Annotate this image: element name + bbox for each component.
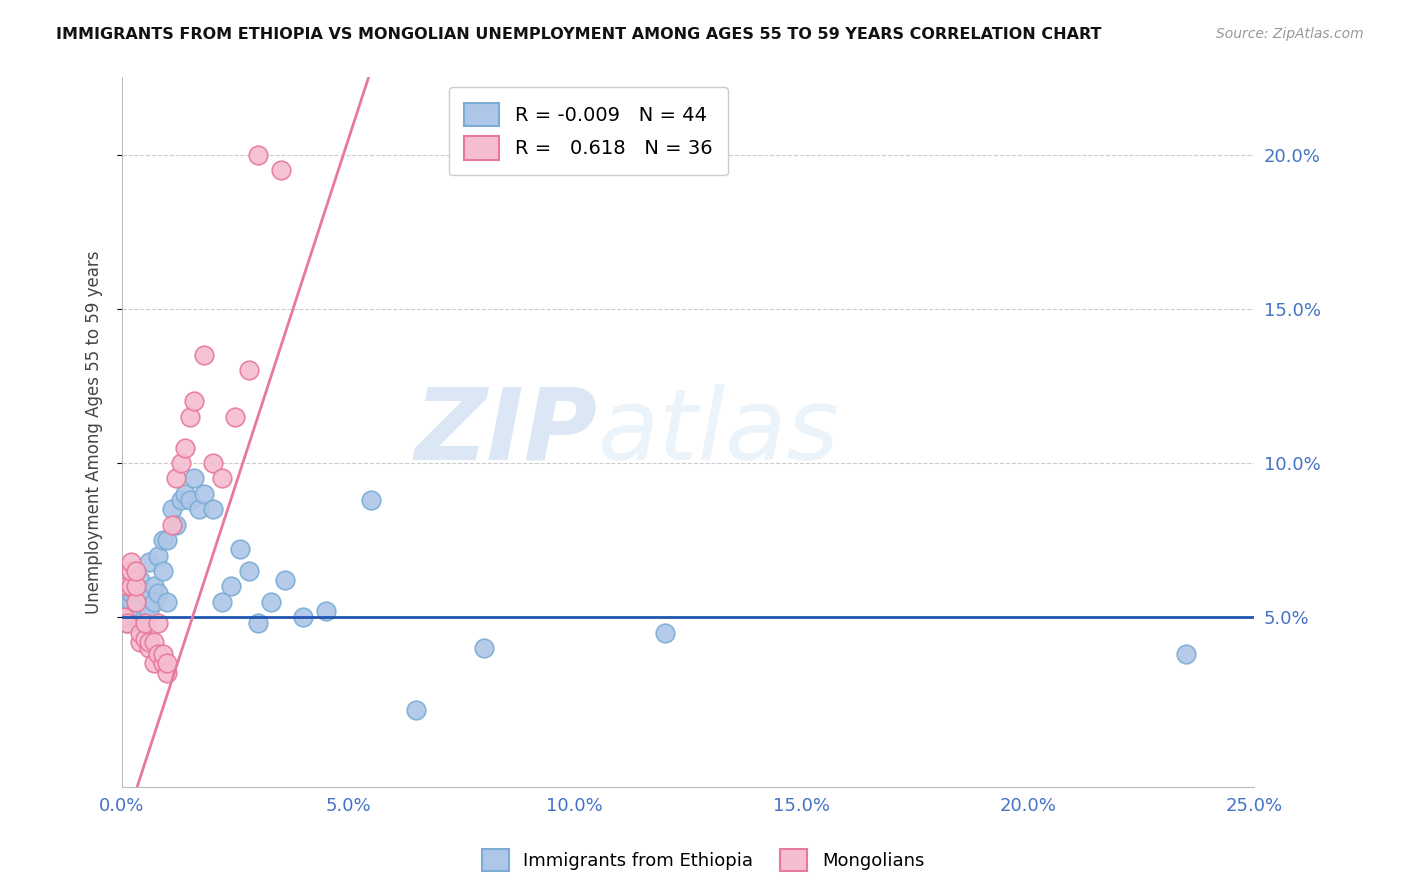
Point <box>142 579 165 593</box>
Point <box>193 348 215 362</box>
Text: ZIP: ZIP <box>415 384 598 481</box>
Point <box>274 573 297 587</box>
Point <box>148 585 170 599</box>
Point <box>201 456 224 470</box>
Point <box>156 665 179 680</box>
Point <box>246 147 269 161</box>
Text: atlas: atlas <box>598 384 839 481</box>
Point <box>156 657 179 671</box>
Point <box>360 493 382 508</box>
Point <box>134 616 156 631</box>
Point <box>112 610 135 624</box>
Point <box>179 493 201 508</box>
Point <box>211 595 233 609</box>
Point <box>142 657 165 671</box>
Point <box>124 601 146 615</box>
Point <box>134 585 156 599</box>
Point <box>115 579 138 593</box>
Point <box>219 579 242 593</box>
Point <box>134 632 156 646</box>
Point <box>179 409 201 424</box>
Point <box>124 610 146 624</box>
Point <box>183 394 205 409</box>
Point <box>120 585 142 599</box>
Point <box>152 647 174 661</box>
Point <box>120 564 142 578</box>
Point <box>238 363 260 377</box>
Point <box>315 604 337 618</box>
Point <box>115 616 138 631</box>
Point <box>148 647 170 661</box>
Point <box>270 163 292 178</box>
Point <box>405 703 427 717</box>
Text: IMMIGRANTS FROM ETHIOPIA VS MONGOLIAN UNEMPLOYMENT AMONG AGES 55 TO 59 YEARS COR: IMMIGRANTS FROM ETHIOPIA VS MONGOLIAN UN… <box>56 27 1102 42</box>
Point <box>183 471 205 485</box>
Point <box>138 555 160 569</box>
Point <box>138 635 160 649</box>
Point <box>129 625 152 640</box>
Point <box>138 604 160 618</box>
Point <box>174 441 197 455</box>
Point <box>115 604 138 618</box>
Point <box>229 542 252 557</box>
Point <box>201 502 224 516</box>
Point <box>129 573 152 587</box>
Point <box>211 471 233 485</box>
Text: Source: ZipAtlas.com: Source: ZipAtlas.com <box>1216 27 1364 41</box>
Point <box>142 635 165 649</box>
Point <box>152 564 174 578</box>
Point <box>148 549 170 563</box>
Point <box>156 533 179 547</box>
Point <box>120 579 142 593</box>
Point <box>148 616 170 631</box>
Point <box>193 487 215 501</box>
Point <box>654 625 676 640</box>
Point <box>115 616 138 631</box>
Point <box>1175 647 1198 661</box>
Point <box>124 595 146 609</box>
Point <box>138 641 160 656</box>
Point <box>160 517 183 532</box>
Point <box>124 564 146 578</box>
Legend: Immigrants from Ethiopia, Mongolians: Immigrants from Ethiopia, Mongolians <box>474 842 932 879</box>
Point <box>260 595 283 609</box>
Point <box>292 610 315 624</box>
Point <box>174 487 197 501</box>
Point <box>165 471 187 485</box>
Point <box>152 657 174 671</box>
Point <box>134 610 156 624</box>
Point <box>224 409 246 424</box>
Point <box>156 595 179 609</box>
Y-axis label: Unemployment Among Ages 55 to 59 years: Unemployment Among Ages 55 to 59 years <box>86 251 103 614</box>
Point <box>170 493 193 508</box>
Point <box>129 616 152 631</box>
Point <box>188 502 211 516</box>
Point <box>238 564 260 578</box>
Point <box>129 635 152 649</box>
Point <box>152 533 174 547</box>
Point <box>165 517 187 532</box>
Point <box>142 595 165 609</box>
Point <box>120 555 142 569</box>
Point <box>120 595 142 609</box>
Legend: R = -0.009   N = 44, R =   0.618   N = 36: R = -0.009 N = 44, R = 0.618 N = 36 <box>449 87 728 176</box>
Point <box>124 564 146 578</box>
Point <box>124 579 146 593</box>
Point <box>160 502 183 516</box>
Point <box>246 616 269 631</box>
Point <box>472 641 495 656</box>
Point <box>170 456 193 470</box>
